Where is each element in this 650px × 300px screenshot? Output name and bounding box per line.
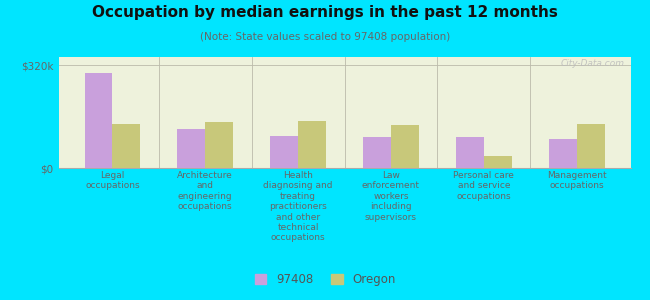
Text: Legal
occupations: Legal occupations: [85, 171, 140, 190]
Bar: [391, 125, 419, 168]
Legend: 97408, Oregon: 97408, Oregon: [250, 269, 400, 291]
Text: Management
occupations: Management occupations: [547, 171, 606, 190]
Bar: [549, 139, 577, 168]
Bar: [84, 73, 112, 168]
Text: City-Data.com: City-Data.com: [561, 59, 625, 68]
Bar: [177, 129, 205, 168]
Text: Personal care
and service
occupations: Personal care and service occupations: [453, 171, 514, 201]
Bar: [205, 122, 233, 168]
Bar: [112, 124, 140, 168]
Text: (Note: State values scaled to 97408 population): (Note: State values scaled to 97408 popu…: [200, 32, 450, 41]
Text: Health
diagnosing and
treating
practitioners
and other
technical
occupations: Health diagnosing and treating practitio…: [263, 171, 333, 242]
Text: Occupation by median earnings in the past 12 months: Occupation by median earnings in the pas…: [92, 4, 558, 20]
Bar: [456, 137, 484, 168]
Bar: [484, 156, 512, 168]
Bar: [577, 124, 604, 168]
Bar: [298, 121, 326, 168]
Text: Architecture
and
engineering
occupations: Architecture and engineering occupations: [177, 171, 233, 211]
Bar: [363, 137, 391, 168]
Text: Law
enforcement
workers
including
supervisors: Law enforcement workers including superv…: [362, 171, 420, 222]
Bar: [270, 136, 298, 168]
